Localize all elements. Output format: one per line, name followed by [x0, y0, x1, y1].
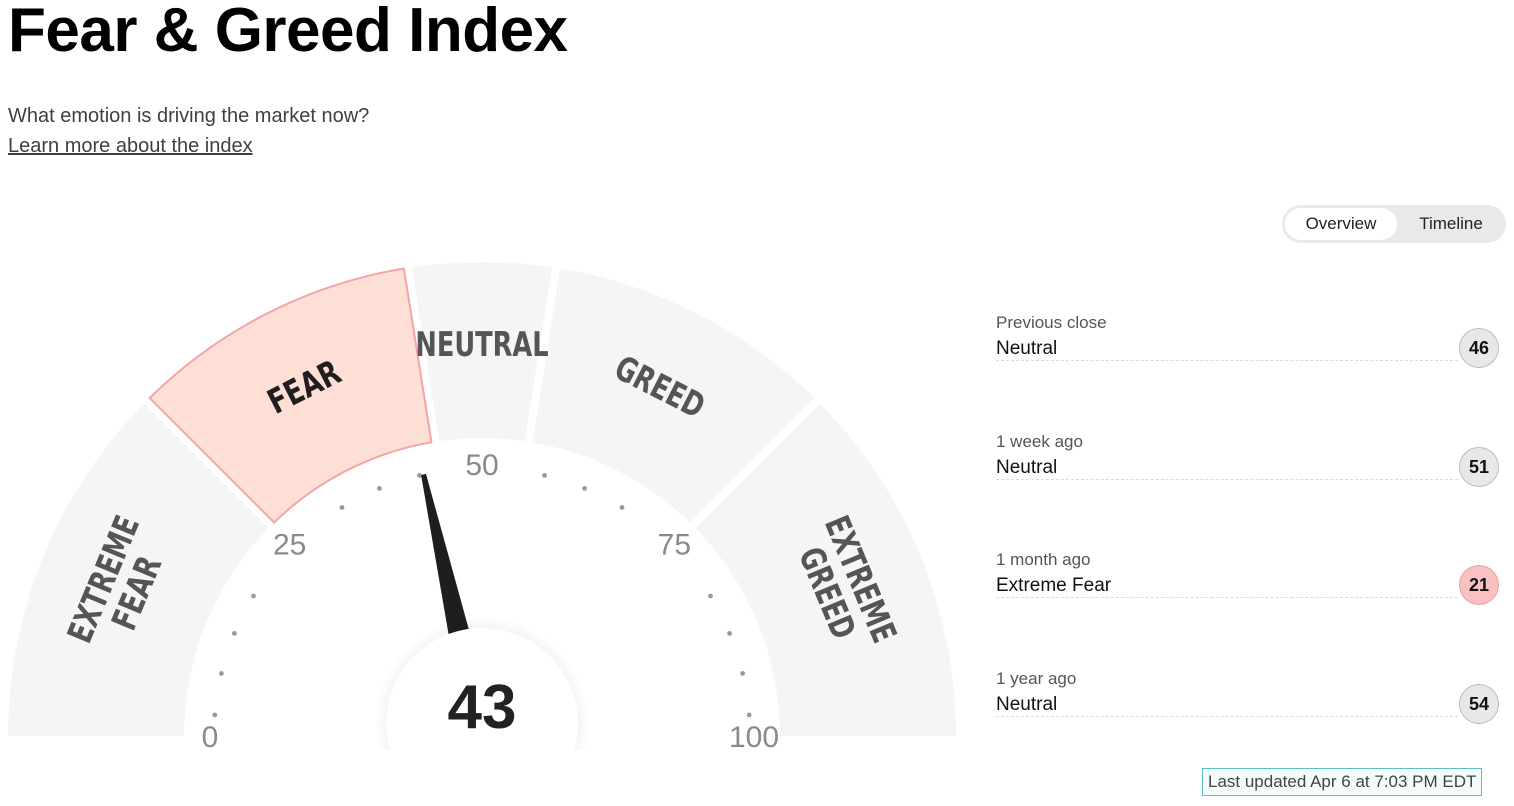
- scale-dot: [251, 593, 256, 599]
- gauge-segment-fear: [148, 267, 433, 524]
- history-label: 1 year ago: [996, 669, 1077, 688]
- history-score-badge: 46: [1459, 328, 1499, 368]
- history-score-badge: 21: [1459, 565, 1499, 605]
- scale-dot: [582, 486, 587, 491]
- history-item-previous-close: Previous close Neutral 46: [996, 312, 1502, 392]
- page-subtitle: What emotion is driving the market now?: [8, 105, 370, 127]
- scale-dot: [727, 631, 732, 636]
- history-rating: Neutral: [996, 338, 1064, 360]
- gauge-segment-neutral: [411, 262, 553, 442]
- scale-tick-label: 25: [273, 529, 306, 562]
- gauge-value: 43: [448, 673, 517, 742]
- history-label: Previous close: [996, 313, 1107, 332]
- scale-dot: [377, 486, 382, 491]
- history-item-1-week-ago: 1 week ago Neutral 51: [996, 431, 1502, 511]
- last-updated-stamp: Last updated Apr 6 at 7:03 PM EDT: [1202, 768, 1483, 796]
- timeline-tab[interactable]: Timeline: [1419, 214, 1483, 233]
- scale-dot: [417, 473, 422, 478]
- history-item-1-month-ago: 1 month ago Extreme Fear 21: [996, 549, 1502, 629]
- scale-dot: [232, 631, 237, 636]
- gauge-needle: [421, 473, 473, 646]
- gauge-hub: [386, 628, 578, 750]
- page-title: Fear & Greed Index: [8, 0, 568, 65]
- gauge-segment-extreme-fear: [8, 403, 269, 736]
- history-label: 1 month ago: [996, 550, 1091, 569]
- scale-tick-label: 100: [729, 721, 779, 750]
- scale-dot: [619, 505, 625, 510]
- history-rating: Neutral: [996, 694, 1064, 716]
- learn-more-link[interactable]: Learn more about the index: [8, 135, 253, 157]
- history-score-badge: 54: [1459, 684, 1499, 724]
- scale-dot: [708, 593, 713, 599]
- history-label: 1 week ago: [996, 432, 1083, 451]
- scale-dot: [542, 473, 547, 478]
- gauge-segment-extreme-greed: [695, 403, 956, 736]
- view-toggle: Overview Timeline: [1282, 205, 1506, 243]
- overview-tab[interactable]: Overview: [1285, 208, 1397, 240]
- scale-dot: [746, 712, 752, 718]
- scale-tick-label: 75: [658, 529, 691, 562]
- history-score-badge: 51: [1459, 447, 1499, 487]
- history-rating: Extreme Fear: [996, 575, 1118, 597]
- scale-dot: [212, 712, 218, 718]
- history-rating: Neutral: [996, 457, 1064, 479]
- scale-dot: [219, 671, 224, 676]
- history-item-1-year-ago: 1 year ago Neutral 54: [996, 668, 1502, 748]
- scale-dot: [740, 671, 745, 676]
- gauge-segment-greed: [532, 268, 815, 523]
- gauge-label-neutral: NEUTRAL: [415, 325, 548, 365]
- fear-greed-gauge: EXTREMEFEARFEARNEUTRALGREEDEXTREMEGREED …: [8, 262, 956, 750]
- scale-dot: [339, 505, 345, 510]
- scale-tick-label: 0: [202, 721, 219, 750]
- scale-tick-label: 50: [465, 449, 498, 482]
